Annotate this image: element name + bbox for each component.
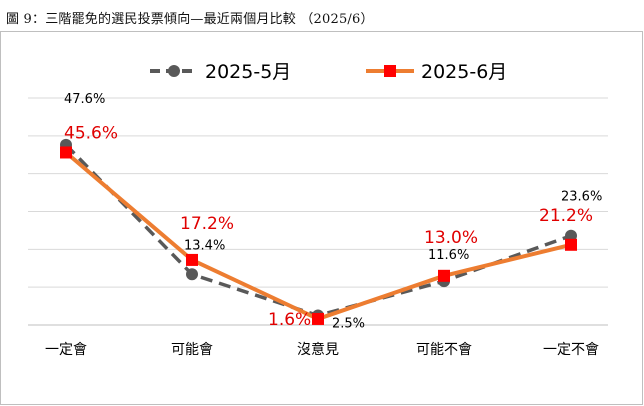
- category-labels: 一定會 可能會 沒意見 可能不會 一定不會: [45, 341, 599, 358]
- data-label-may: 11.6%: [428, 248, 469, 263]
- point-may: [565, 229, 577, 242]
- category-label: 可能不會: [416, 342, 472, 358]
- data-label-jun: 1.6%: [268, 310, 311, 330]
- point-jun: [312, 312, 324, 325]
- series-line-jun: [64, 150, 572, 321]
- category-label: 一定不會: [543, 342, 599, 358]
- point-jun: [438, 269, 450, 282]
- point-jun: [186, 253, 198, 266]
- category-label: 一定會: [45, 342, 87, 358]
- legend-marker-jun: [384, 65, 396, 77]
- data-label-jun: 17.2%: [180, 214, 234, 234]
- legend: 2025-5月 2025-6月: [150, 61, 507, 83]
- data-labels: 47.6% 13.4% 2.5% 11.6% 23.6% 45.6% 17.2% 1.6% 13…: [64, 92, 602, 332]
- gridlines: [28, 97, 608, 326]
- data-label-may: 23.6%: [561, 190, 602, 205]
- point-jun: [60, 146, 72, 159]
- data-label-jun: 13.0%: [424, 228, 478, 248]
- category-label: 沒意見: [297, 341, 339, 358]
- data-label-may: 13.4%: [184, 238, 225, 253]
- legend-label-jun: 2025-6月: [421, 61, 507, 83]
- figure-caption: 圖 9：三階罷免的選民投票傾向—最近兩個月比較 （2025/6）: [6, 12, 374, 27]
- category-label: 可能會: [171, 342, 213, 358]
- series-line-may: [64, 143, 572, 318]
- data-label-may: 47.6%: [64, 92, 105, 107]
- data-label-jun: 21.2%: [539, 206, 593, 226]
- chart-frame: [0, 31, 643, 405]
- point-may: [186, 268, 198, 281]
- legend-marker-may: [168, 65, 180, 77]
- data-label-may: 2.5%: [332, 317, 365, 332]
- point-jun: [565, 238, 577, 251]
- legend-label-may: 2025-5月: [205, 61, 291, 83]
- data-label-jun: 45.6%: [64, 123, 118, 143]
- series-layer: [60, 138, 577, 325]
